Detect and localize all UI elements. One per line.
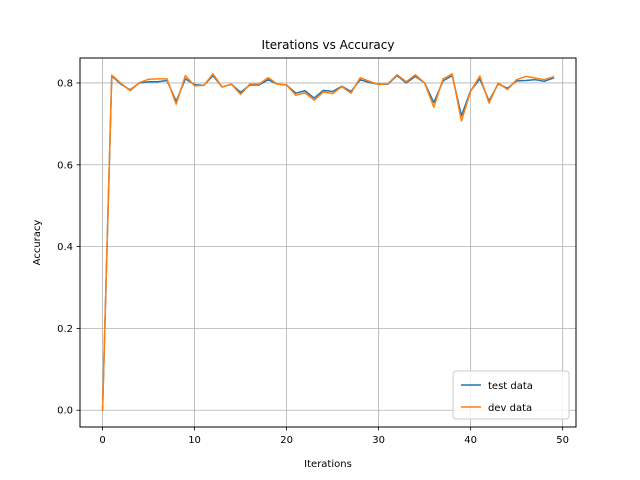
y-ticks: 0.0 0.2 0.4 0.6 0.8 [57,78,80,417]
plot-area-frame [79,57,577,428]
series-line-dev-data [101,73,555,412]
x-tick-label: 30 [372,435,385,446]
x-tick-label: 0 [99,435,105,446]
y-tick-label: 0.8 [57,78,73,89]
plot-clip-group [101,73,555,412]
y-tick-label: 0.4 [57,242,73,253]
x-tick-label: 40 [464,435,477,446]
x-tick-label: 10 [188,435,201,446]
legend: test data dev data [452,370,570,420]
x-ticks: 0 10 20 30 40 50 [99,427,569,446]
y-tick-label: 0.6 [57,160,73,171]
x-tick-label: 50 [556,435,569,446]
legend-label-dev: dev data [488,403,532,414]
x-axis-title: Iterations [304,459,352,470]
y-axis-title: Accuracy [32,220,43,266]
x-tick-label: 20 [280,435,293,446]
y-tick-label: 0.2 [57,324,73,335]
legend-box [452,370,570,420]
chart-title: Iterations vs Accuracy [262,38,395,52]
grid-lines [80,58,576,427]
legend-label-test: test data [488,381,533,392]
y-tick-label: 0.0 [57,406,73,417]
